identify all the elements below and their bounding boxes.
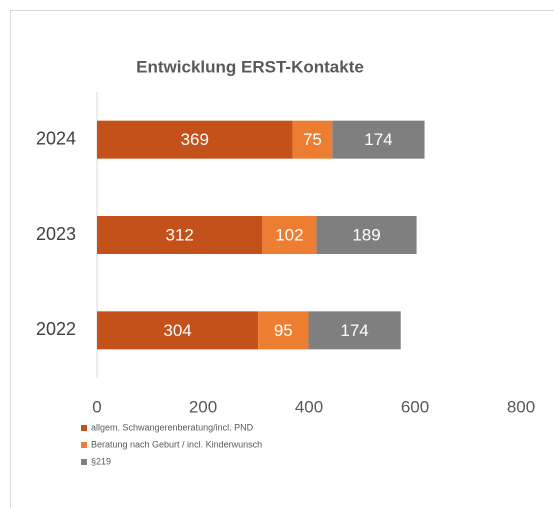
x-tick-label: 400 [295,397,323,416]
legend-swatch [81,459,87,465]
y-tick-label: 2024 [36,128,76,148]
y-tick-label: 2022 [36,319,76,339]
bar-segment [316,216,417,254]
bar-segment [97,120,293,159]
bar-segment [308,311,401,350]
data-label: 174 [340,321,368,340]
x-tick-label: 600 [401,397,429,416]
legend-swatch [81,425,87,431]
x-tick-label: 0 [92,397,101,416]
data-label: 369 [181,130,209,149]
bar-segment [332,120,425,159]
bar-segment [262,216,317,254]
x-tick-label: 200 [189,397,217,416]
y-tick-label: 2023 [36,224,76,244]
bar-segment [258,311,309,350]
legend-swatch [81,442,87,448]
x-tick-label: 800 [507,397,535,416]
legend-label: §219 [91,456,111,466]
bar-segment [97,311,259,350]
chart-title: Entwicklung ERST-Kontakte [136,57,364,76]
data-label: 75 [303,130,322,149]
data-label: 312 [165,225,193,244]
data-label: 189 [352,225,380,244]
data-label: 95 [274,321,293,340]
data-label: 304 [163,321,191,340]
chart-frame [10,10,554,508]
legend-label: Beratung nach Geburt / incl. Kinderwunsc… [91,439,262,449]
bar-segment [97,216,263,254]
data-label: 174 [364,130,392,149]
data-label: 102 [275,225,303,244]
bar-segment [292,120,333,159]
legend-label: allgem. Schwangerenberatung/incl. PND [91,422,254,432]
